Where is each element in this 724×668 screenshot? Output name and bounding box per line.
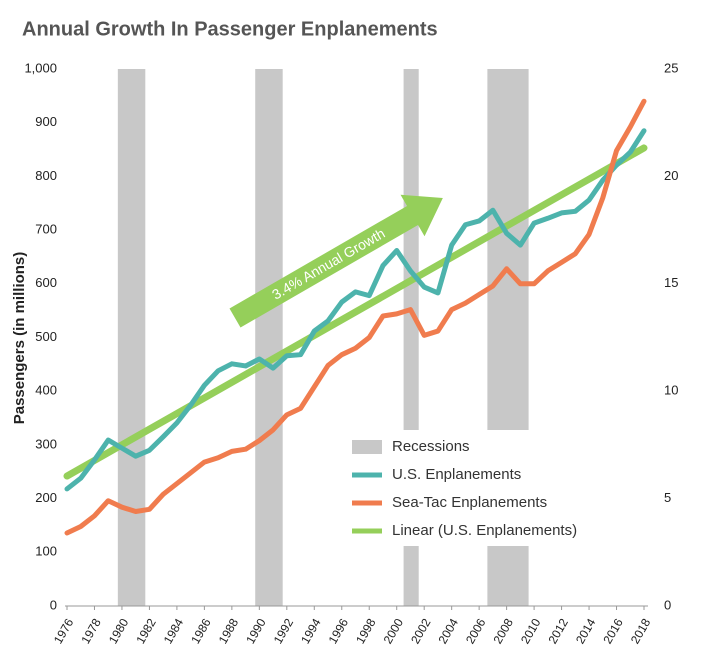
x-tick-label: 1990 — [243, 616, 269, 646]
x-tick-label: 2018 — [628, 616, 654, 646]
x-tick-label: 1980 — [106, 616, 132, 646]
chart-title: Annual Growth In Passenger Enplanements — [22, 18, 438, 40]
x-tick-label: 1976 — [51, 616, 77, 646]
legend-swatch — [352, 440, 382, 454]
y-tick-label: 400 — [35, 383, 57, 398]
x-tick-label: 2002 — [408, 616, 434, 646]
y2-tick-label: 20 — [664, 168, 678, 183]
x-tick-label: 1986 — [188, 616, 214, 646]
legend-label: Sea-Tac Enplanements — [392, 494, 547, 511]
x-tick-label: 1984 — [161, 616, 187, 646]
y-tick-label: 700 — [35, 222, 57, 237]
arrow-shape — [229, 194, 443, 328]
series-line — [64, 98, 647, 536]
x-tick-label: 1992 — [271, 616, 297, 646]
x-tick-label: 2008 — [490, 616, 516, 646]
x-tick-label: 2012 — [545, 616, 571, 646]
x-tick-label: 2000 — [381, 616, 407, 646]
x-tick-label: 1996 — [326, 616, 352, 646]
series-line — [64, 128, 647, 492]
x-tick-label: 2016 — [600, 616, 626, 646]
y-axis-label: Passengers (in millions) — [11, 252, 28, 425]
y-tick-label: 500 — [35, 329, 57, 344]
x-tick-label: 1982 — [133, 616, 159, 646]
y-tick-label: 1,000 — [24, 60, 57, 75]
legend-label: U.S. Enplanements — [392, 466, 521, 483]
y2-tick-label: 0 — [664, 597, 671, 612]
x-tick-label: 2010 — [518, 616, 544, 646]
y-tick-label: 200 — [35, 490, 57, 505]
y-tick-label: 300 — [35, 436, 57, 451]
legend-label: Linear (U.S. Enplanements) — [392, 522, 577, 539]
trend-line — [63, 144, 648, 480]
x-tick-label: 2004 — [436, 616, 462, 646]
y-tick-label: 100 — [35, 544, 57, 559]
y-tick-label: 900 — [35, 114, 57, 129]
legend-label: Recessions — [392, 438, 470, 455]
recession-band — [117, 69, 146, 606]
x-tick-label: 1988 — [216, 616, 242, 646]
x-tick-label: 1978 — [78, 616, 104, 646]
x-tick-label: 1998 — [353, 616, 379, 646]
x-tick-label: 1994 — [298, 616, 324, 646]
y2-tick-label: 15 — [664, 275, 678, 290]
y-tick-label: 0 — [50, 597, 57, 612]
recession-band — [255, 69, 283, 606]
y-tick-label: 800 — [35, 168, 57, 183]
x-tick-label: 2014 — [573, 616, 599, 646]
legend-box — [340, 430, 622, 546]
y2-tick-label: 5 — [664, 490, 671, 505]
x-tick-label: 2006 — [463, 616, 489, 646]
y2-tick-label: 10 — [664, 383, 678, 398]
y2-tick-label: 25 — [664, 60, 678, 75]
y-tick-label: 600 — [35, 275, 57, 290]
